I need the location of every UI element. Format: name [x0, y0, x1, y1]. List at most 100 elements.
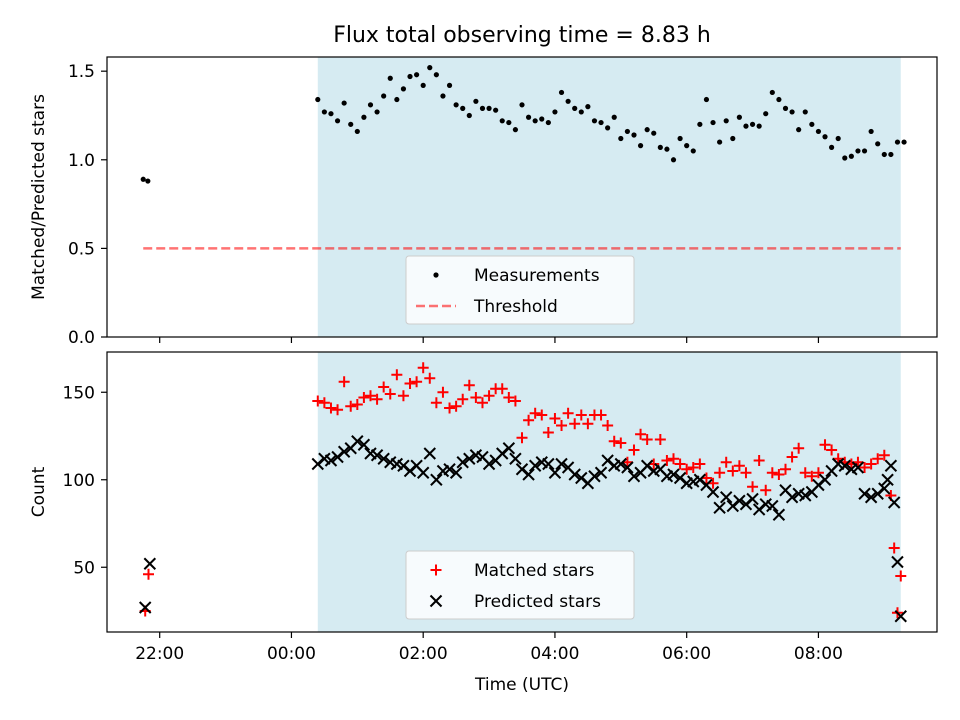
predicted-point-b	[443, 463, 456, 476]
predicted-point	[423, 447, 436, 460]
legend-x-icon	[429, 594, 443, 608]
matched-point	[753, 455, 765, 466]
predicted-point-b	[476, 450, 489, 464]
matched-point	[747, 481, 759, 493]
measurement-point	[440, 93, 446, 99]
predicted-point	[887, 496, 901, 509]
predicted-point	[838, 459, 851, 472]
matched-point	[668, 453, 680, 465]
predicted-point-b	[482, 457, 496, 471]
measurement-point	[585, 104, 591, 110]
matched-point	[509, 395, 521, 407]
measurement-point	[809, 121, 815, 127]
matched-point	[542, 427, 554, 438]
predicted-point-b	[430, 473, 443, 486]
measurement-point	[493, 107, 499, 113]
matched-point	[832, 453, 844, 465]
measurement-point	[367, 102, 374, 108]
matched-point	[391, 369, 403, 381]
ratio-panel: 0.0 0.5 1.0 1.5 Matched/Predicted stars Measu…	[29, 56, 938, 348]
predicted-point-b	[535, 456, 548, 469]
x-tick-label: 06:00	[662, 644, 711, 664]
legend: Matched stars Predicted stars	[405, 550, 635, 620]
predicted-point-b	[397, 459, 410, 472]
predicted-point	[143, 557, 157, 570]
measurement-point	[552, 109, 558, 115]
y-tick-label: 1.0	[68, 151, 95, 171]
predicted-point-b	[667, 468, 680, 481]
measurement-point	[381, 93, 387, 99]
matched-point	[826, 444, 838, 456]
matched-point	[351, 399, 363, 410]
measurement-point	[334, 118, 341, 124]
predicted-point-b	[423, 447, 436, 460]
y-tick-label: 0.5	[68, 239, 95, 259]
matched-point	[529, 407, 541, 419]
x-tick-label: 02:00	[399, 644, 448, 664]
predicted-point	[416, 466, 430, 479]
y-tick-label: 50	[73, 558, 95, 578]
legend: Measurements Threshold	[405, 255, 635, 325]
matched-point	[694, 458, 706, 470]
predicted-point-b	[884, 459, 898, 472]
measurement-point	[631, 132, 637, 138]
measurement-point	[479, 105, 486, 111]
matched-point	[740, 467, 752, 479]
measurement-point	[545, 119, 551, 126]
measurement-point	[605, 125, 611, 131]
predicted-point	[528, 459, 542, 472]
matched-point	[325, 402, 337, 414]
predicted-point-b	[894, 610, 907, 623]
matched-point	[793, 442, 805, 454]
predicted-point	[463, 452, 476, 465]
matched-point	[358, 392, 370, 403]
matched-point	[503, 392, 515, 403]
predicted-point	[430, 473, 443, 486]
measurement-point	[802, 109, 808, 115]
measurement-point	[400, 86, 407, 92]
matched-point	[424, 372, 436, 384]
predicted-point	[878, 482, 891, 495]
legend-label: Threshold	[473, 297, 558, 317]
predicted-point-b	[542, 457, 555, 471]
series-measurements	[140, 65, 907, 184]
measurement-point	[321, 109, 327, 115]
measurement-point	[894, 139, 901, 145]
predicted-point-b	[654, 463, 667, 476]
measurement-point	[558, 89, 565, 96]
x-tick-label: 00:00	[267, 644, 316, 664]
x-tick-label: 04:00	[530, 644, 579, 664]
matched-point	[865, 458, 877, 470]
measurement-point	[888, 151, 894, 158]
matched-point	[378, 381, 390, 393]
predicted-point-b	[881, 473, 894, 486]
measurement-point	[354, 128, 360, 135]
predicted-point-b	[561, 461, 575, 474]
measurement-point	[539, 116, 545, 122]
predicted-point-b	[416, 466, 430, 479]
matched-point	[766, 467, 778, 479]
predicted-point-b	[370, 449, 384, 462]
measurement-point	[769, 89, 775, 96]
predicted-point	[746, 492, 759, 506]
predicted-point	[502, 442, 516, 455]
matched-point	[384, 388, 396, 400]
matched-point	[812, 467, 824, 479]
predicted-point-b	[469, 449, 483, 462]
predicted-point	[614, 457, 628, 471]
predicted-point	[621, 461, 634, 474]
predicted-point-b	[522, 468, 535, 481]
predicted-point-b	[509, 452, 522, 465]
matched-point	[450, 400, 462, 412]
measurement-point	[743, 123, 749, 129]
predicted-point	[864, 491, 878, 504]
matched-point	[338, 376, 350, 388]
matched-point	[888, 542, 900, 554]
measurement-point	[414, 72, 420, 78]
matched-point	[806, 470, 818, 482]
x-tick-label: 08:00	[794, 644, 843, 664]
predicted-point	[555, 457, 568, 471]
matched-point	[345, 400, 357, 412]
predicted-point	[324, 454, 338, 467]
